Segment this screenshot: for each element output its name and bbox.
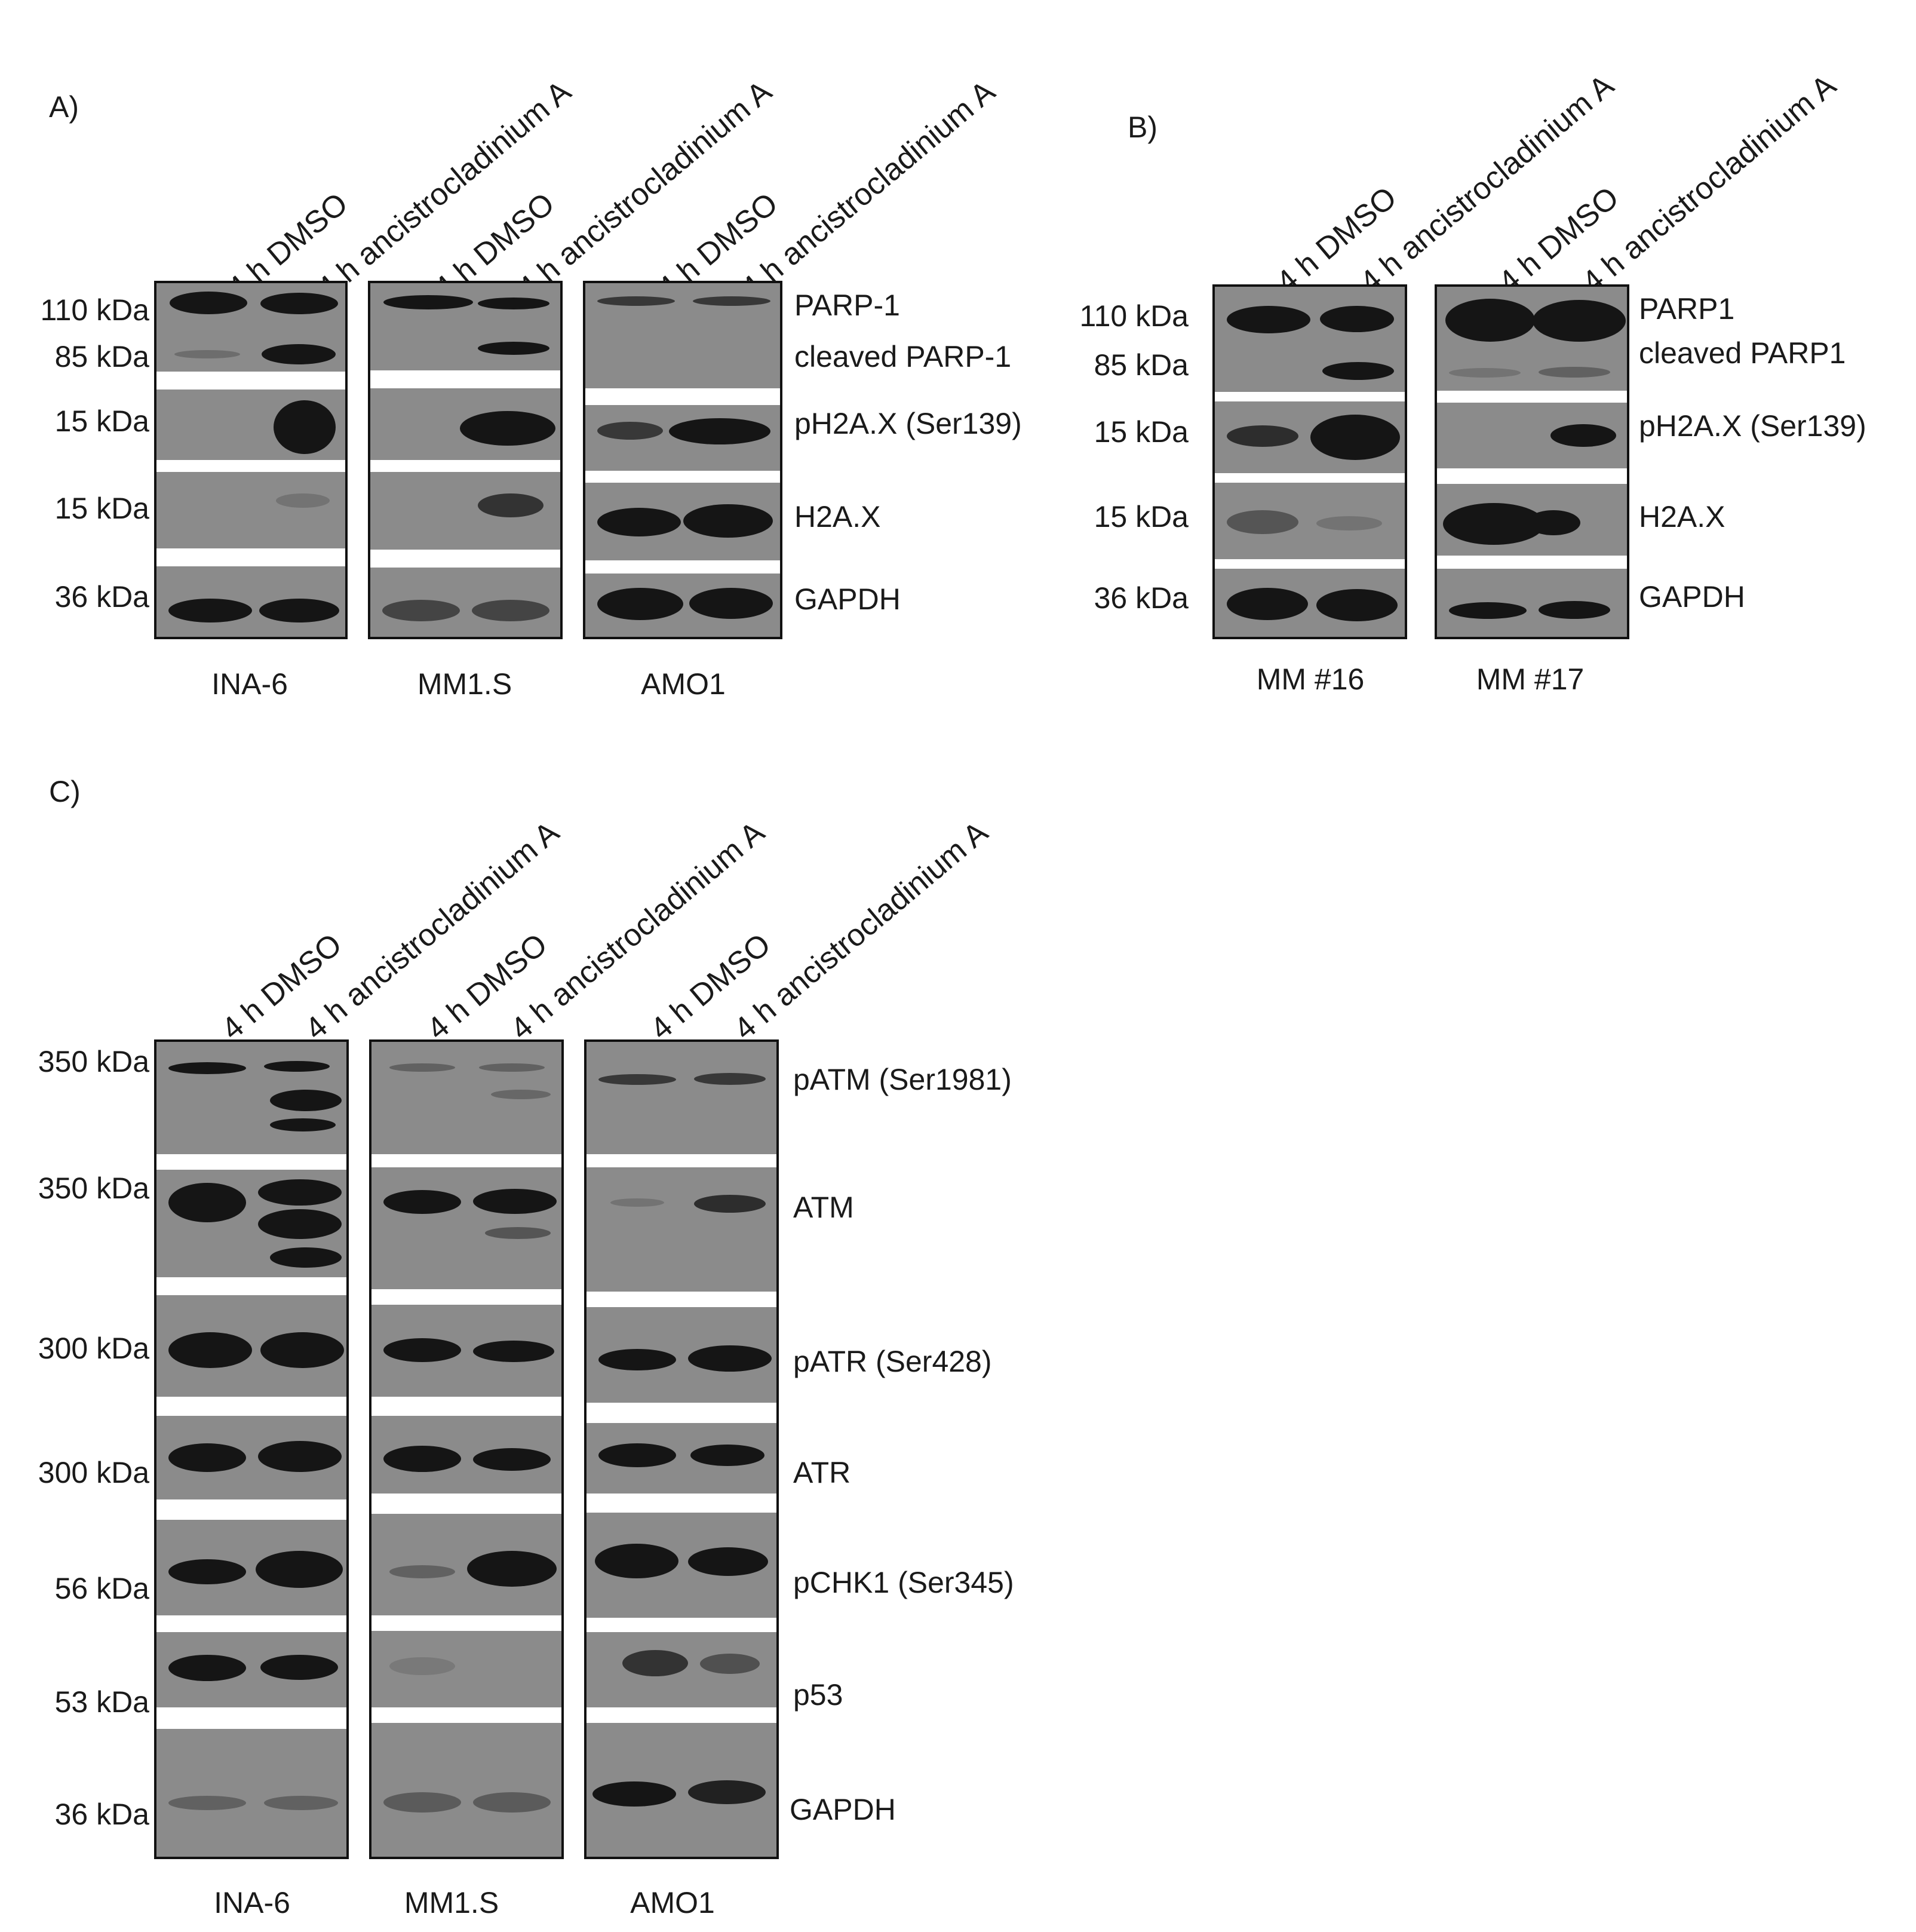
blot-amo1-a — [583, 281, 782, 639]
mw-marker: 15 kDa — [54, 492, 149, 525]
protein-label: p53 — [793, 1678, 843, 1712]
protein-label: H2A.X — [1639, 500, 1725, 533]
mw-marker: 53 kDa — [54, 1685, 149, 1719]
mw-marker: 300 kDa — [38, 1456, 149, 1489]
protein-label: PARP-1 — [794, 289, 900, 322]
mw-marker: 350 kDa — [38, 1172, 149, 1205]
mw-marker: 15 kDa — [1094, 415, 1189, 449]
protein-label: GAPDH — [1639, 580, 1745, 614]
panel-a-letter: A) — [49, 90, 79, 124]
blot-amo1-c — [584, 1039, 779, 1859]
lane-label: 4 h ancistrocladinium A — [735, 73, 1002, 306]
blot-ina6-c — [154, 1039, 349, 1859]
mw-marker: 350 kDa — [38, 1045, 149, 1078]
cell-line-label: INA-6 — [214, 1886, 290, 1919]
mw-marker: 15 kDa — [54, 404, 149, 438]
mw-marker: 85 kDa — [54, 340, 149, 373]
mw-marker: 56 kDa — [54, 1572, 149, 1605]
protein-label: PARP1 — [1639, 292, 1735, 326]
mw-marker: 110 kDa — [1079, 299, 1189, 333]
mw-marker: 36 kDa — [1094, 581, 1189, 615]
lane-label: 4 h ancistrocladinium A — [1353, 68, 1620, 300]
mw-marker: 36 kDa — [54, 580, 149, 614]
mw-marker: 36 kDa — [54, 1798, 149, 1831]
blot-mm17 — [1435, 284, 1629, 639]
mw-marker: 300 kDa — [38, 1332, 149, 1365]
protein-label: pCHK1 (Ser345) — [793, 1566, 1014, 1599]
protein-label: GAPDH — [790, 1793, 896, 1826]
lane-label: 4 h ancistrocladinium A — [1576, 68, 1843, 300]
mw-marker: 110 kDa — [40, 293, 149, 327]
cell-line-label: INA-6 — [211, 667, 288, 701]
cell-line-label: MM1.S — [404, 1886, 499, 1919]
lane-label: 4 h ancistrocladinium A — [727, 814, 994, 1047]
protein-label: ATR — [793, 1456, 851, 1489]
blot-mm1s-c — [369, 1039, 564, 1859]
panel-c-letter: C) — [49, 775, 81, 808]
protein-label: GAPDH — [794, 582, 901, 616]
cell-line-label: MM1.S — [417, 667, 512, 701]
panel-b-letter: B) — [1128, 111, 1157, 144]
cell-line-label: AMO1 — [630, 1886, 715, 1919]
cell-line-label: MM #16 — [1256, 663, 1365, 696]
blot-mm1s-a — [368, 281, 563, 639]
mw-marker: 15 kDa — [1094, 500, 1189, 533]
protein-label: cleaved PARP-1 — [794, 340, 1012, 373]
protein-label: H2A.X — [794, 500, 881, 533]
protein-label: ATM — [793, 1191, 854, 1224]
mw-marker: 85 kDa — [1094, 348, 1189, 382]
blot-mm16 — [1212, 284, 1407, 639]
cell-line-label: AMO1 — [641, 667, 726, 701]
protein-label: cleaved PARP1 — [1639, 336, 1846, 370]
protein-label: pATM (Ser1981) — [793, 1063, 1012, 1096]
blot-ina6-a — [154, 281, 348, 639]
cell-line-label: MM #17 — [1476, 663, 1585, 696]
protein-label: pATR (Ser428) — [793, 1345, 992, 1378]
protein-label: pH2A.X (Ser139) — [1639, 409, 1866, 443]
protein-label: pH2A.X (Ser139) — [794, 407, 1022, 440]
